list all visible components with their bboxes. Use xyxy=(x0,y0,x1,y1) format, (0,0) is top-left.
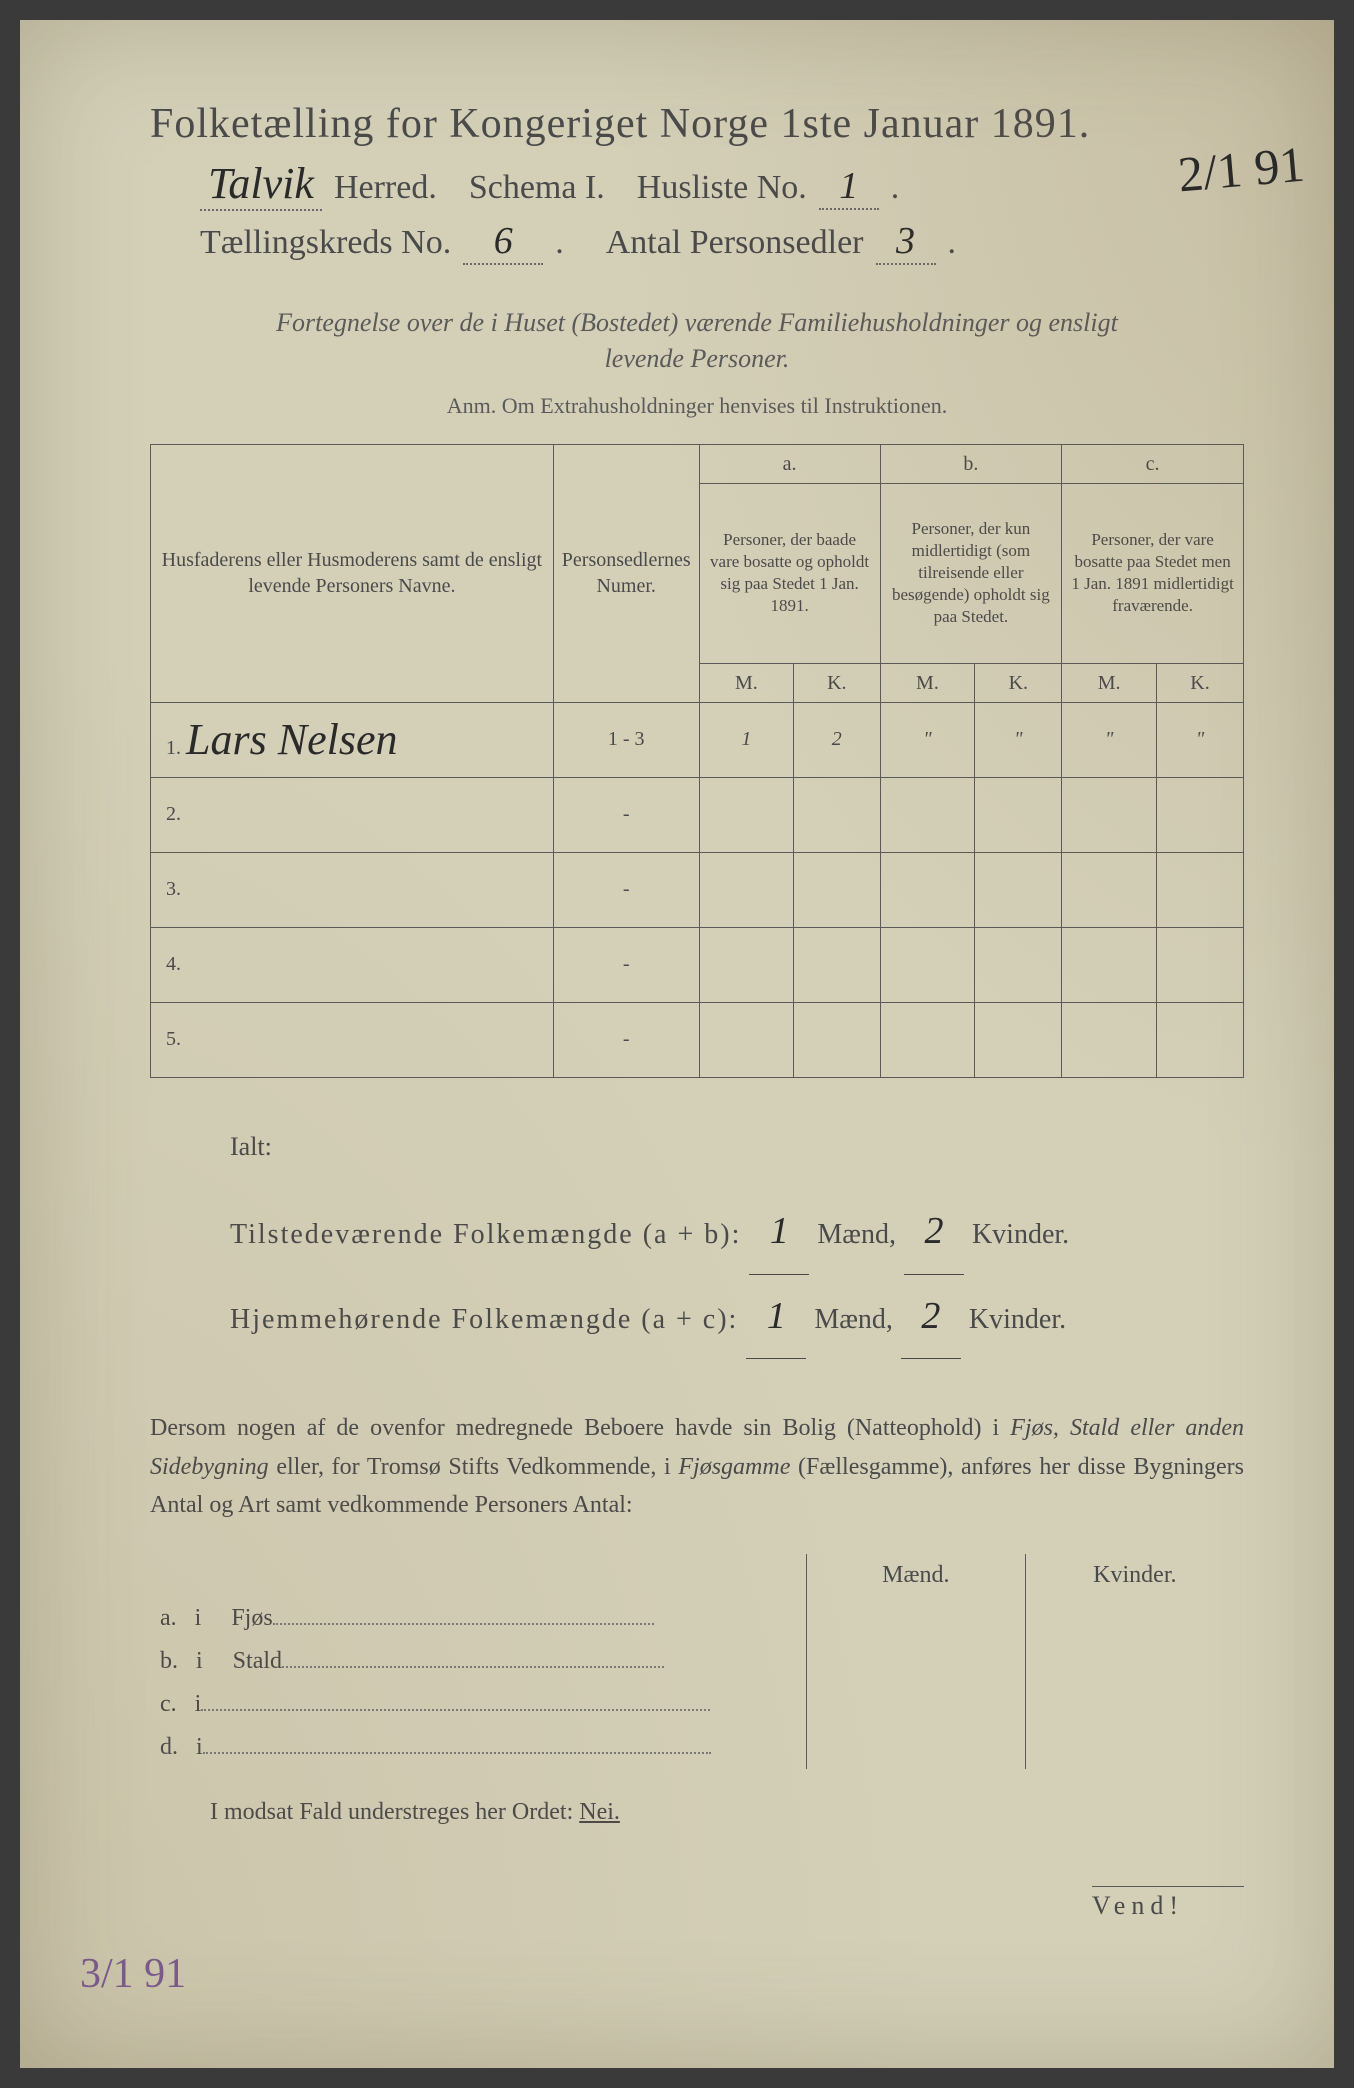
subtitle-line2: levende Personer. xyxy=(605,344,790,373)
nei-line: I modsat Fald understreges her Ordet: Ne… xyxy=(210,1799,1244,1826)
period2: . xyxy=(555,224,564,262)
cell-num: 1 - 3 xyxy=(553,702,699,777)
table-row: 3. - xyxy=(151,852,1244,927)
totals-section: Ialt: Tilstedeværende Folkemængde (a + b… xyxy=(230,1118,1244,1359)
schema-label: Schema I. xyxy=(469,169,605,207)
th-am: M. xyxy=(699,663,793,702)
maend-label2: Mænd, xyxy=(814,1289,893,1351)
turn-over-label: Vend! xyxy=(1092,1886,1244,1921)
header-row-3: Tællingskreds No. 6 . Antal Personsedler… xyxy=(150,219,1244,265)
form-title: Folketælling for Kongeriget Norge 1ste J… xyxy=(150,100,1244,148)
th-cm: M. xyxy=(1062,663,1157,702)
table-row: 1. Lars Nelsen 1 - 3 1 2 " " " " xyxy=(151,702,1244,777)
cell-ak: 2 xyxy=(794,702,880,777)
th-names: Husfaderens eller Husmoderens samt de en… xyxy=(151,444,554,702)
row-i: i xyxy=(196,1648,203,1674)
table-row: 5. - xyxy=(151,1002,1244,1077)
present-label: Tilstedeværende Folkemængde (a + b): xyxy=(230,1204,741,1266)
census-form-page: 2/1 91 Folketælling for Kongeriget Norge… xyxy=(20,20,1334,2068)
corner-date-note: 2/1 91 xyxy=(1175,135,1306,204)
th-b-label: b. xyxy=(880,444,1062,483)
outbuilding-paragraph: Dersom nogen af de ovenfor medregnede Be… xyxy=(150,1409,1244,1524)
antal-label: Antal Personsedler xyxy=(606,224,864,262)
ialt-title: Ialt: xyxy=(230,1118,1244,1175)
anm-note: Anm. Om Extrahusholdninger henvises til … xyxy=(150,393,1244,419)
header-row-2: Talvik Herred. Schema I. Husliste No. 1 … xyxy=(150,158,1244,211)
th-bk: K. xyxy=(975,663,1062,702)
kreds-value: 6 xyxy=(463,219,543,265)
th-ck: K. xyxy=(1157,663,1244,702)
row-i: i xyxy=(195,1605,202,1631)
row-num: 3. xyxy=(151,852,554,927)
outbuilding-table: Mænd. Kvinder. a. i Fjøs b. i Stald c. i… xyxy=(150,1554,1244,1769)
cell-am: 1 xyxy=(699,702,793,777)
th-ak: K. xyxy=(794,663,880,702)
cell-num: - xyxy=(553,1002,699,1077)
row-name-cell: 1. Lars Nelsen xyxy=(151,702,554,777)
th-a-label: a. xyxy=(699,444,880,483)
cell-bm: " xyxy=(880,702,975,777)
cell-bk: " xyxy=(975,702,1062,777)
row-num: 4. xyxy=(151,927,554,1002)
antal-value: 3 xyxy=(876,219,936,265)
resident-label: Hjemmehørende Folkemængde (a + c): xyxy=(230,1289,738,1351)
row-letter: c. xyxy=(160,1691,177,1717)
resident-women: 2 xyxy=(901,1275,961,1360)
main-table: Husfaderens eller Husmoderens samt de en… xyxy=(150,444,1244,1078)
row-letter: a. xyxy=(160,1605,177,1631)
resident-men: 1 xyxy=(746,1275,806,1360)
cell-ck: " xyxy=(1157,702,1244,777)
present-men: 1 xyxy=(749,1190,809,1275)
cell-num: - xyxy=(553,777,699,852)
th-c-text: Personer, der vare bosatte paa Stedet me… xyxy=(1062,483,1244,663)
cell-num: - xyxy=(553,927,699,1002)
row-letter: b. xyxy=(160,1648,178,1674)
nei-text: I modsat Fald understreges her Ordet: xyxy=(210,1799,579,1825)
resident-total-line: Hjemmehørende Folkemængde (a + c): 1 Mæn… xyxy=(230,1275,1244,1360)
table-row: c. i xyxy=(150,1683,1244,1726)
th-b-text: Personer, der kun midlertidigt (som tilr… xyxy=(880,483,1062,663)
para-i2: Fjøsgamme xyxy=(678,1454,790,1480)
table-row: 4. - xyxy=(151,927,1244,1002)
th-kvinder: Kvinder. xyxy=(1025,1554,1244,1597)
table-row: a. i Fjøs xyxy=(150,1597,1244,1640)
period: . xyxy=(891,169,900,207)
row-letter: d. xyxy=(160,1734,178,1760)
person-name: Lars Nelsen xyxy=(186,715,397,764)
kreds-label: Tællingskreds No. xyxy=(200,224,451,262)
herred-value: Talvik xyxy=(200,158,322,211)
row-num: 5. xyxy=(151,1002,554,1077)
kvinder-label: Kvinder. xyxy=(972,1204,1069,1266)
subtitle-block: Fortegnelse over de i Huset (Bostedet) v… xyxy=(150,305,1244,378)
bottom-date-note: 3/1 91 xyxy=(80,1950,186,1998)
row-i: i xyxy=(195,1691,202,1717)
th-maend: Mænd. xyxy=(806,1554,1025,1597)
kvinder-label2: Kvinder. xyxy=(969,1289,1066,1351)
row-type: Stald xyxy=(233,1648,282,1674)
row-num: 1. xyxy=(166,737,181,759)
th-numer: Personsedlernes Numer. xyxy=(553,444,699,702)
present-women: 2 xyxy=(904,1190,964,1275)
th-c-label: c. xyxy=(1062,444,1244,483)
para-t2: eller, for Tromsø Stifts Vedkommende, i xyxy=(269,1454,679,1480)
subtitle-line1: Fortegnelse over de i Huset (Bostedet) v… xyxy=(276,308,1118,337)
cell-num: - xyxy=(553,852,699,927)
nei-word: Nei. xyxy=(579,1799,620,1825)
th-a-text: Personer, der baade vare bosatte og opho… xyxy=(699,483,880,663)
herred-label: Herred. xyxy=(334,169,437,207)
row-num: 2. xyxy=(151,777,554,852)
row-i: i xyxy=(196,1734,203,1760)
maend-label: Mænd, xyxy=(817,1204,896,1266)
th-bm: M. xyxy=(880,663,975,702)
table-row: b. i Stald xyxy=(150,1640,1244,1683)
present-total-line: Tilstedeværende Folkemængde (a + b): 1 M… xyxy=(230,1190,1244,1275)
table-row: d. i xyxy=(150,1726,1244,1769)
para-t1: Dersom nogen af de ovenfor medregnede Be… xyxy=(150,1415,1010,1441)
period3: . xyxy=(948,224,957,262)
table-row: 2. - xyxy=(151,777,1244,852)
husliste-label: Husliste No. xyxy=(637,169,807,207)
row-type: Fjøs xyxy=(231,1605,272,1631)
cell-cm: " xyxy=(1062,702,1157,777)
husliste-value: 1 xyxy=(819,164,879,210)
